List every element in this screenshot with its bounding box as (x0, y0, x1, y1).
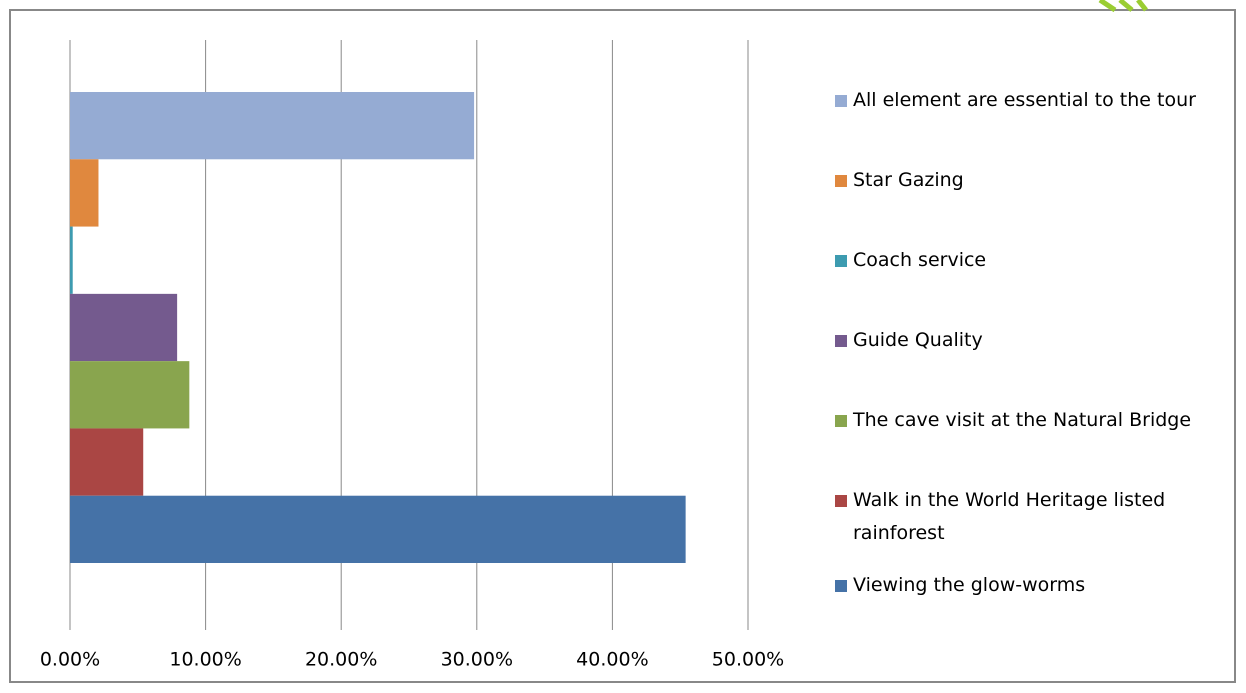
bar (70, 294, 177, 361)
legend-swatch (835, 580, 847, 592)
legend-item: Guide Quality (835, 324, 983, 357)
legend-item: All element are essential to the tour (835, 84, 1196, 117)
legend-label: Star Gazing (853, 164, 964, 197)
legend-item: Walk in the World Heritage listed rainfo… (835, 484, 1235, 550)
legend-item: The cave visit at the Natural Bridge (835, 404, 1191, 437)
legend-label: Coach service (853, 244, 986, 277)
bar (70, 227, 73, 294)
legend-label: Viewing the glow-worms (853, 569, 1085, 602)
legend-label: All element are essential to the tour (853, 84, 1196, 117)
bar (70, 92, 474, 159)
bar (70, 159, 98, 226)
legend-label: Walk in the World Heritage listed rainfo… (853, 484, 1235, 550)
bar (70, 428, 143, 495)
legend-label: The cave visit at the Natural Bridge (853, 404, 1191, 437)
x-tick-label: 10.00% (169, 649, 241, 671)
bar (70, 361, 189, 428)
x-tick-label: 50.00% (712, 649, 784, 671)
x-tick-label: 30.00% (441, 649, 513, 671)
legend-swatch (835, 95, 847, 107)
legend-item: Coach service (835, 244, 986, 277)
legend-swatch (835, 415, 847, 427)
legend-swatch (835, 495, 847, 507)
legend-label: Guide Quality (853, 324, 983, 357)
decoration (1100, 0, 1146, 10)
x-tick-label: 20.00% (305, 649, 377, 671)
x-tick-label: 40.00% (576, 649, 648, 671)
legend-item: Viewing the glow-worms (835, 569, 1085, 602)
legend-swatch (835, 335, 847, 347)
legend-swatch (835, 175, 847, 187)
bar (70, 496, 686, 563)
legend-item: Star Gazing (835, 164, 964, 197)
x-tick-label: 0.00% (40, 649, 100, 671)
page: 0.00% 10.00% 20.00% 30.00% 40.00% 50.00% All … (0, 0, 1246, 693)
legend-swatch (835, 255, 847, 267)
